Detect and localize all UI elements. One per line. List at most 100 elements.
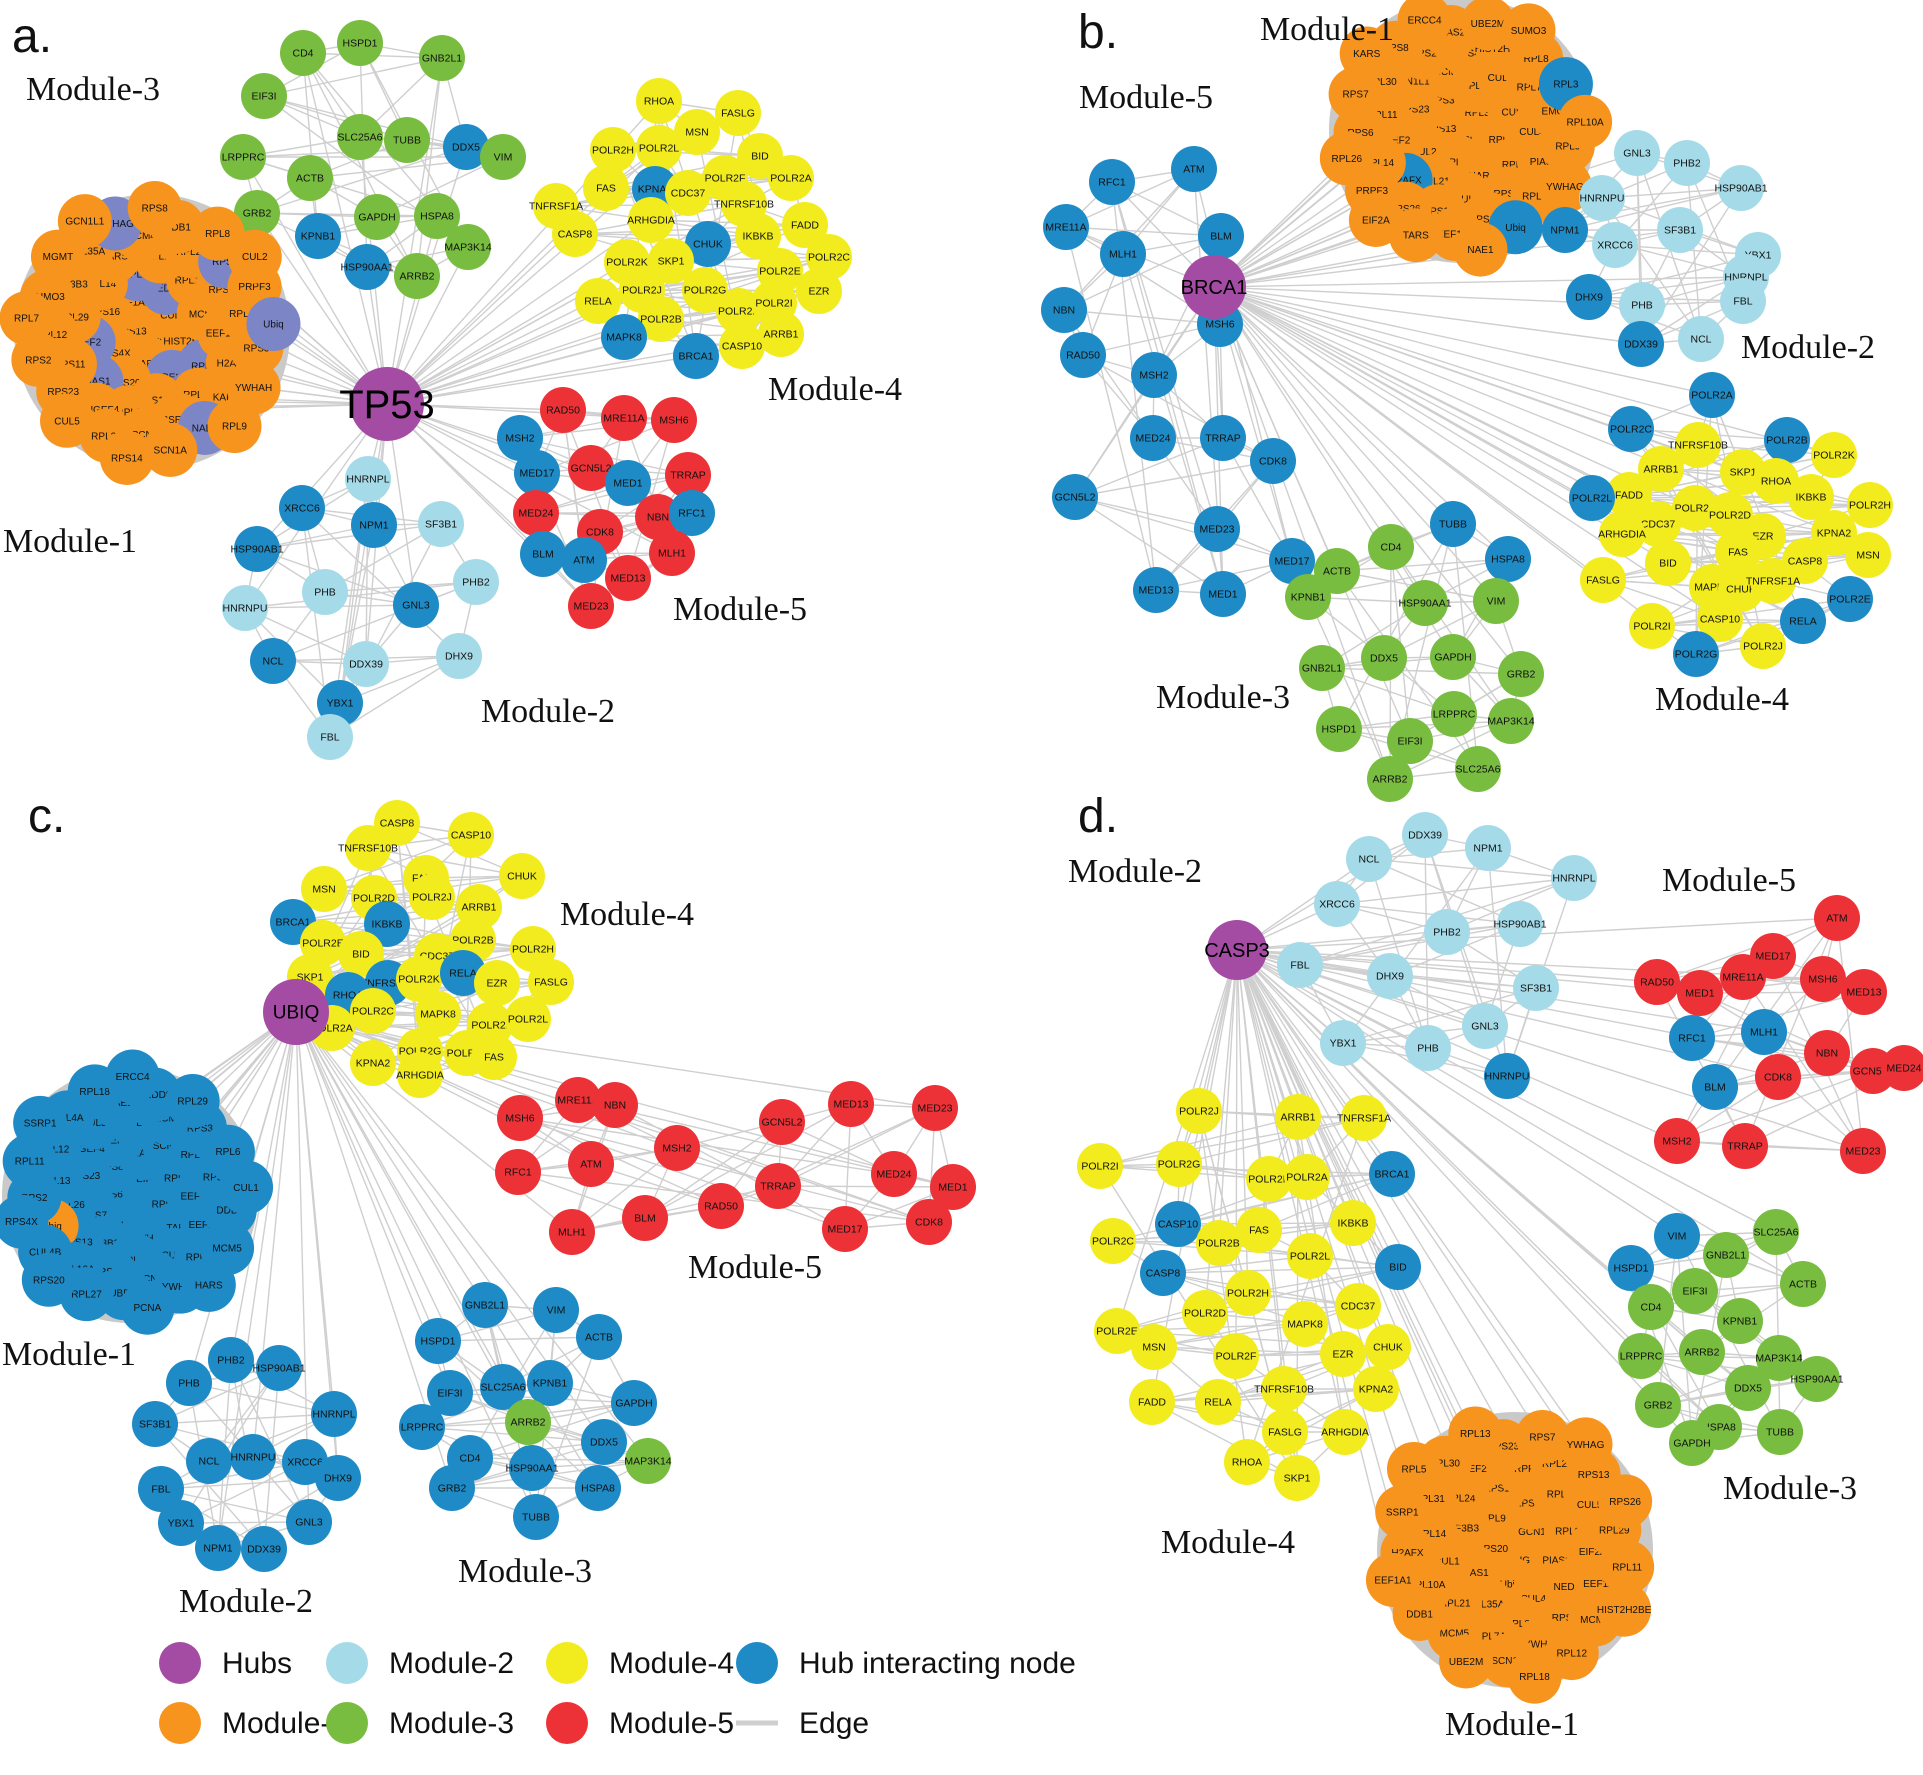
network-node[interactable] xyxy=(1375,1244,1421,1290)
network-node[interactable] xyxy=(1200,571,1246,617)
network-node[interactable] xyxy=(256,1345,302,1391)
network-node[interactable] xyxy=(758,311,804,357)
network-node[interactable] xyxy=(540,387,586,433)
network-node[interactable] xyxy=(471,1034,517,1080)
network-node[interactable] xyxy=(628,197,674,243)
network-node[interactable] xyxy=(302,569,348,615)
network-node[interactable] xyxy=(552,211,598,257)
network-node[interactable] xyxy=(1840,1128,1886,1174)
network-node[interactable] xyxy=(1397,0,1452,48)
network-node[interactable] xyxy=(1845,532,1891,578)
network-node[interactable] xyxy=(436,633,482,679)
network-node[interactable] xyxy=(1608,1245,1654,1291)
network-node[interactable] xyxy=(625,1438,671,1484)
network-node[interactable] xyxy=(1402,580,1448,626)
network-node[interactable] xyxy=(1133,567,1179,613)
network-node[interactable] xyxy=(143,422,198,477)
network-node[interactable] xyxy=(241,73,287,119)
network-node[interactable] xyxy=(138,1466,184,1512)
network-node[interactable] xyxy=(207,399,262,454)
network-node[interactable] xyxy=(533,1287,579,1333)
network-node[interactable] xyxy=(575,278,621,324)
network-node[interactable] xyxy=(796,268,842,314)
network-node[interactable] xyxy=(1387,718,1433,764)
network-node[interactable] xyxy=(222,585,268,631)
network-node[interactable] xyxy=(1755,1054,1801,1100)
network-node[interactable] xyxy=(1692,1064,1738,1110)
network-node[interactable] xyxy=(1213,1333,1259,1379)
network-node[interactable] xyxy=(1284,1154,1330,1200)
network-node[interactable] xyxy=(1236,1207,1282,1253)
network-node[interactable] xyxy=(1462,1003,1508,1049)
network-node[interactable] xyxy=(1537,159,1592,214)
network-node[interactable] xyxy=(13,1095,68,1150)
network-node[interactable] xyxy=(1424,909,1470,955)
network-node[interactable] xyxy=(1507,1649,1562,1704)
network-node[interactable] xyxy=(1722,1123,1768,1169)
network-node[interactable] xyxy=(384,117,430,163)
network-node[interactable] xyxy=(1041,287,1087,333)
network-node[interactable] xyxy=(1274,1455,1320,1501)
network-node[interactable] xyxy=(1339,26,1394,81)
network-node[interactable] xyxy=(445,224,491,270)
network-node[interactable] xyxy=(1430,634,1476,680)
network-node[interactable] xyxy=(520,531,566,577)
network-node[interactable] xyxy=(1156,1141,1202,1187)
network-node[interactable] xyxy=(1645,540,1691,586)
network-node[interactable] xyxy=(568,583,614,629)
network-node[interactable] xyxy=(1353,1366,1399,1412)
network-node[interactable] xyxy=(581,1419,627,1465)
network-node[interactable] xyxy=(1320,1020,1366,1066)
network-node[interactable] xyxy=(1598,1474,1653,1529)
network-node[interactable] xyxy=(1369,1151,1415,1197)
network-node[interactable] xyxy=(1753,1209,1799,1255)
network-node[interactable] xyxy=(1780,598,1826,644)
network-node[interactable] xyxy=(1077,1143,1123,1189)
network-node[interactable] xyxy=(1558,94,1613,149)
network-node[interactable] xyxy=(453,559,499,605)
network-node[interactable] xyxy=(1498,651,1544,697)
network-node[interactable] xyxy=(234,526,280,572)
network-node[interactable] xyxy=(1753,458,1799,504)
network-node[interactable] xyxy=(638,296,684,342)
network-node[interactable] xyxy=(871,1151,917,1197)
network-node[interactable] xyxy=(1841,969,1887,1015)
network-node[interactable] xyxy=(1566,274,1612,320)
network-node[interactable] xyxy=(1669,1015,1715,1061)
network-node[interactable] xyxy=(513,490,559,536)
network-node[interactable] xyxy=(576,1314,622,1360)
network-node[interactable] xyxy=(1246,1156,1292,1202)
network-node[interactable] xyxy=(505,996,551,1042)
network-node[interactable] xyxy=(601,395,647,441)
network-node[interactable] xyxy=(393,582,439,628)
network-node[interactable] xyxy=(654,1125,700,1171)
network-node[interactable] xyxy=(1367,953,1413,999)
network-node[interactable] xyxy=(1814,895,1860,941)
network-node[interactable] xyxy=(648,238,694,284)
network-node[interactable] xyxy=(505,1399,551,1445)
network-node[interactable] xyxy=(415,1318,461,1364)
network-node[interactable] xyxy=(575,1465,621,1511)
network-node[interactable] xyxy=(1224,1439,1270,1485)
network-node[interactable] xyxy=(1455,746,1501,792)
network-node[interactable] xyxy=(1488,698,1534,744)
network-node[interactable] xyxy=(716,288,762,334)
network-node[interactable] xyxy=(1196,1220,1242,1266)
network-node[interactable] xyxy=(636,125,682,171)
network-node[interactable] xyxy=(1365,1552,1420,1607)
network-node[interactable] xyxy=(669,490,715,536)
network-node[interactable] xyxy=(1439,1634,1494,1689)
network-node[interactable] xyxy=(1131,352,1177,398)
network-node[interactable] xyxy=(1551,855,1597,901)
network-node[interactable] xyxy=(480,1364,526,1410)
network-node[interactable] xyxy=(1513,965,1559,1011)
network-node[interactable] xyxy=(1689,372,1735,418)
network-node[interactable] xyxy=(715,90,761,136)
network-node[interactable] xyxy=(241,1526,287,1572)
network-node[interactable] xyxy=(509,1445,555,1491)
network-node[interactable] xyxy=(1319,131,1374,186)
network-node[interactable] xyxy=(698,1183,744,1229)
network-node[interactable] xyxy=(665,452,711,498)
network-node[interactable] xyxy=(1756,1335,1802,1381)
network-node[interactable] xyxy=(592,1082,638,1128)
